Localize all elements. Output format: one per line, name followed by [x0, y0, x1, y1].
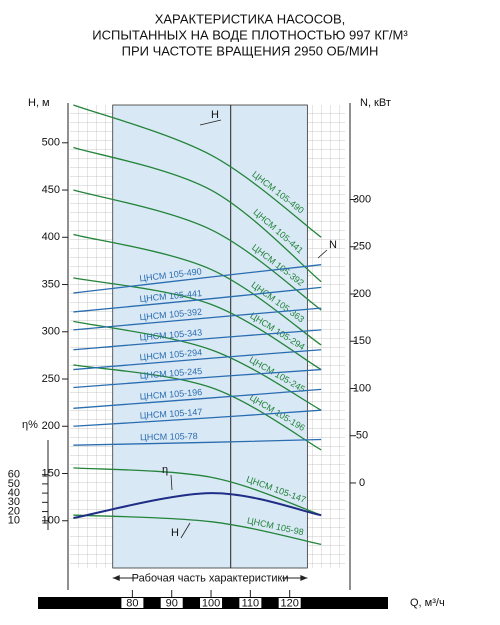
y-tick-label: 450: [42, 184, 60, 196]
annotation: H: [171, 527, 179, 539]
leader: [180, 522, 191, 539]
y2-tick-label: 150: [353, 335, 371, 347]
head-curve: [73, 233, 322, 346]
y-tick-label: 150: [42, 467, 60, 479]
annotation: η: [162, 464, 168, 476]
x-tick-box: [200, 598, 223, 608]
y2-tick-label: 100: [353, 382, 371, 394]
x-tick-label: 120: [281, 597, 299, 609]
y2-tick-label: 250: [353, 241, 371, 253]
head-curve: [73, 146, 322, 283]
head-curve: [73, 364, 322, 451]
power-line: [73, 349, 322, 371]
working-label-box: [138, 572, 283, 584]
head-curve: [73, 277, 322, 371]
head-curve: [73, 104, 322, 238]
annotation: N: [329, 239, 337, 251]
power-line: [73, 264, 322, 294]
x-tick-label: 80: [126, 597, 138, 609]
y3-axis-title: η%: [22, 419, 38, 431]
y3-tick-label: 40: [8, 487, 20, 499]
power-line: [73, 409, 322, 427]
series-label: ЦНСМ 105-245: [139, 366, 202, 381]
power-line: [73, 438, 322, 446]
head-curve: [73, 514, 322, 546]
title-line: ХАРАКТЕРИСТИКА НАСОСОВ,: [155, 11, 346, 26]
annotation: H: [211, 109, 219, 121]
x-tick-box: [160, 598, 183, 608]
y2-tick-label: 0: [359, 477, 365, 489]
power-line: [73, 329, 322, 351]
y2-tick-label: 300: [353, 193, 371, 205]
x-tick-box: [239, 598, 262, 608]
y-tick-label: 250: [42, 373, 60, 385]
y-tick-label: 300: [42, 326, 60, 338]
y-tick-label: 350: [42, 278, 60, 290]
title-line: ПРИ ЧАСТОТЕ ВРАЩЕНИЯ 2950 ОБ/МИН: [122, 43, 379, 58]
power-line: [73, 368, 322, 389]
series-label: ЦНСМ 105-147: [140, 407, 203, 421]
y2-tick-label: 200: [353, 288, 371, 300]
y2-axis-title: N, кВт: [360, 97, 391, 109]
efficiency-curve: [73, 492, 322, 519]
x-tick-label: 100: [202, 597, 220, 609]
power-line: [73, 286, 322, 313]
y-tick-label: 200: [42, 420, 60, 432]
x-tick-label: 90: [166, 597, 178, 609]
y2-tick-label: 50: [356, 430, 368, 442]
x-tick-box: [278, 598, 301, 608]
y3-tick-label: 60: [8, 469, 20, 481]
head-curve: [73, 189, 322, 311]
y-tick-label: 100: [42, 515, 60, 527]
x-tick-label: 110: [242, 597, 260, 609]
title-line: ИСПЫТАННЫХ НА ВОДЕ ПЛОТНОСТЬЮ 997 КГ/М³: [92, 27, 408, 42]
leader: [170, 474, 173, 491]
leader: [317, 249, 328, 259]
y3-tick-label: 30: [8, 496, 20, 508]
series-label: ЦНСМ 105-78: [140, 431, 198, 442]
power-line: [73, 388, 322, 409]
leader: [199, 119, 222, 126]
y-tick-label: 400: [42, 231, 60, 243]
x-tick-box: [121, 598, 144, 608]
y-axis-title: H, м: [28, 97, 50, 109]
working-label: Рабочая часть характеристики: [132, 572, 289, 584]
power-line: [73, 307, 322, 331]
y3-tick-label: 10: [8, 515, 20, 527]
series-label: ЦНСМ 105-196: [139, 387, 202, 402]
x-axis-title: Q, м³/ч: [410, 597, 445, 609]
working-range: [112, 104, 308, 569]
head-curve: [73, 467, 322, 516]
y3-tick-label: 20: [8, 505, 20, 517]
y3-tick-label: 50: [8, 478, 20, 490]
y-tick-label: 500: [42, 137, 60, 149]
